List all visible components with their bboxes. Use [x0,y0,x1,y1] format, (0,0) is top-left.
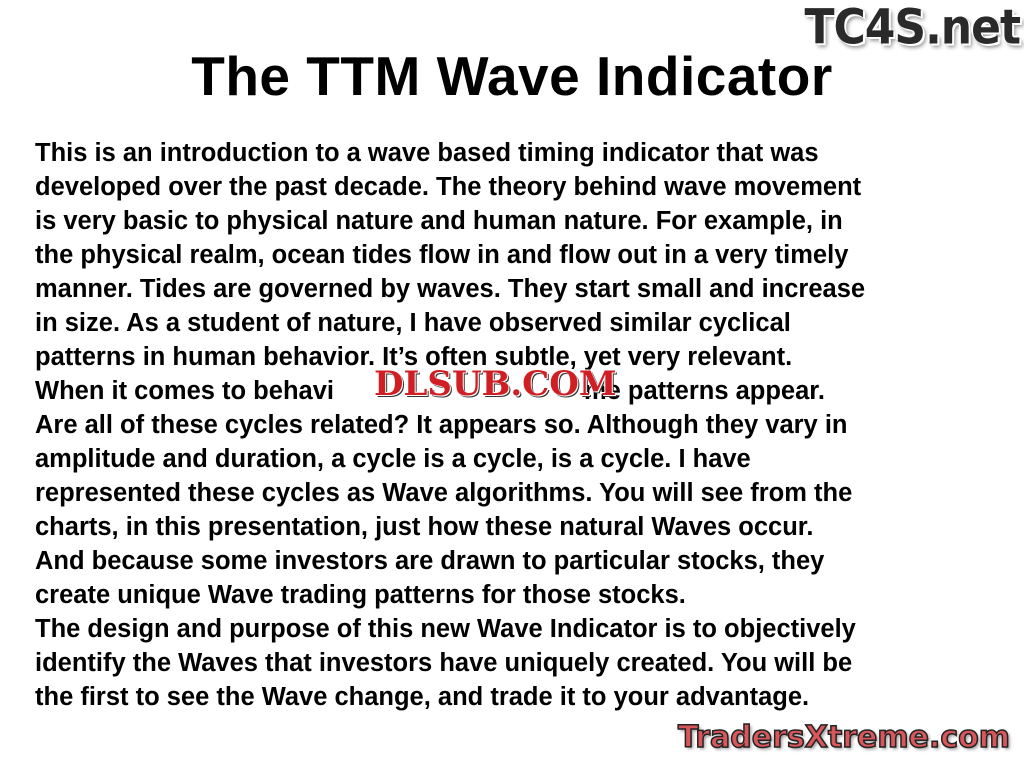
body-line: the first to see the Wave change, and tr… [35,683,810,711]
body-line: in size. As a student of nature, I have … [35,309,791,337]
body-line: amplitude and duration, a cycle is a cyc… [35,445,751,473]
slide-body: This is an introduction to a wave based … [35,136,865,714]
obscured-line-end: me patterns appear. [583,377,825,405]
body-line: developed over the past decade. The theo… [35,173,862,201]
watermark-tc4s: TC4S.net [804,0,1021,56]
body-line: create unique Wave trading patterns for … [35,581,686,609]
watermark-dlsub: DLSUB.COM [374,364,617,404]
body-line: This is an introduction to a wave based … [35,139,819,167]
body-line: identify the Waves that investors have u… [35,649,853,677]
body-line: is very basic to physical nature and hum… [35,207,843,235]
obscured-line-start: When it comes to behavi [35,377,334,405]
slide-title: The TTM Wave Indicator [191,45,833,107]
body-line-obscured: When it comes to behavi me patterns appea… [35,374,865,408]
body-line: The design and purpose of this new Wave … [35,615,856,643]
body-line: the physical realm, ocean tides flow in … [35,241,849,269]
body-line: charts, in this presentation, just how t… [35,513,814,541]
body-line: And because some investors are drawn to … [35,547,825,575]
body-line: patterns in human behavior. It’s often s… [35,343,793,371]
body-line: represented these cycles as Wave algorit… [35,479,853,507]
watermark-tradersxtreme: TradersXtreme.com [677,719,1010,756]
body-line: Are all of these cycles related? It appe… [35,411,848,439]
body-line: manner. Tides are governed by waves. The… [35,275,866,303]
